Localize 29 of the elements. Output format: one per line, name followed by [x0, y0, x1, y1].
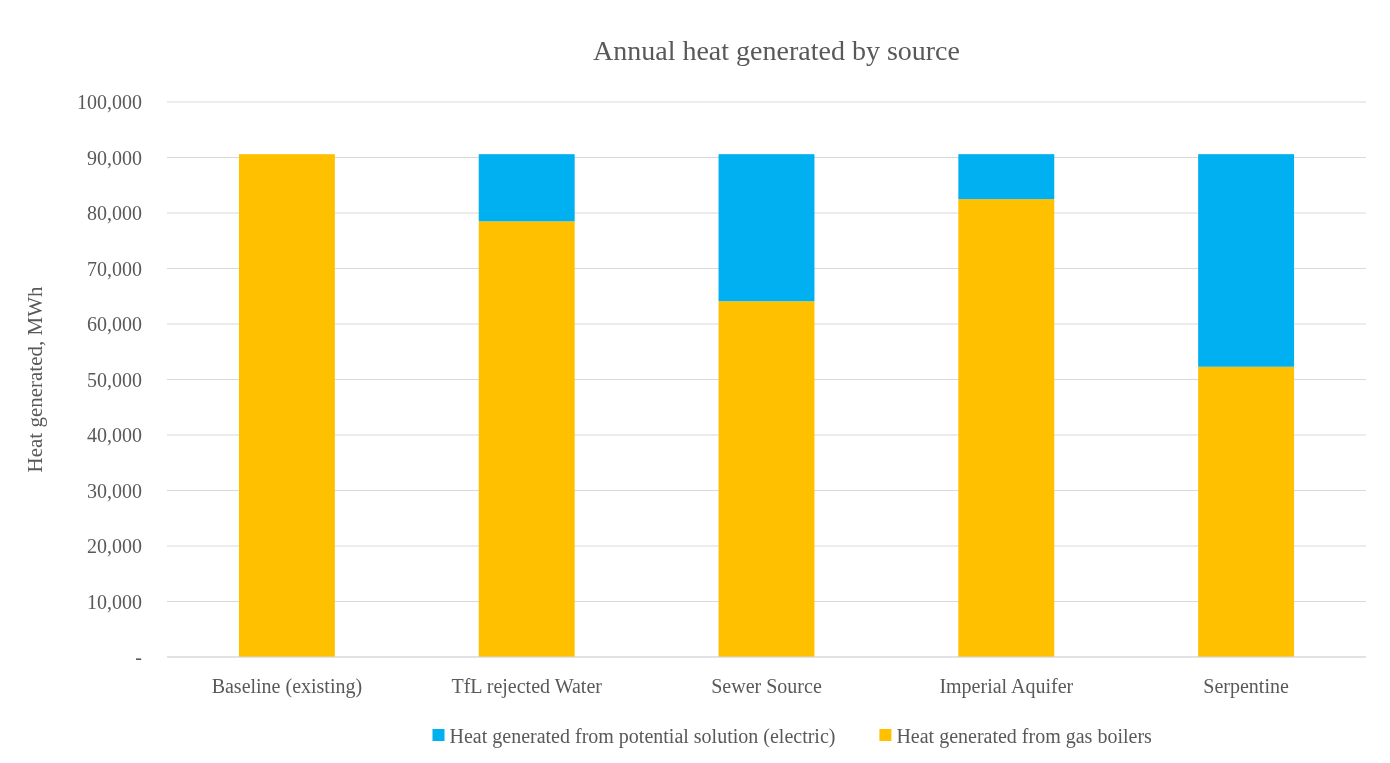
x-tick-label: Baseline (existing) [211, 675, 363, 698]
y-tick-label: 40,000 [87, 424, 142, 446]
y-axis-title: Heat generated, MWh [23, 286, 47, 473]
legend-label: Heat generated from potential solution (electric) [449, 725, 836, 748]
y-tick-label: 10,000 [87, 590, 142, 613]
y-tick-label: 60,000 [87, 313, 142, 335]
bar [958, 199, 1055, 657]
bar [478, 221, 575, 657]
bar [478, 154, 575, 222]
x-tick-label: Sewer Source [711, 675, 822, 697]
y-tick-label: 80,000 [87, 202, 142, 224]
bar [1198, 154, 1295, 367]
bar [1198, 366, 1295, 657]
x-tick-label: TfL rejected Water [451, 675, 603, 698]
bar [718, 154, 815, 302]
bar [958, 154, 1055, 200]
bar [718, 301, 815, 657]
legend-label: Heat generated from gas boilers [896, 725, 1153, 748]
y-tick-label: 70,000 [87, 257, 142, 280]
y-tick-label: - [135, 646, 142, 668]
x-tick-label: Serpentine [1203, 675, 1289, 698]
y-tick-label: 90,000 [87, 146, 142, 169]
x-tick-label: Imperial Aquifer [939, 675, 1074, 698]
y-tick-label: 30,000 [87, 479, 142, 502]
chart-title: Annual heat generated by source [593, 35, 960, 66]
y-tick-label: 100,000 [77, 91, 142, 113]
y-tick-label: 20,000 [87, 535, 142, 557]
y-tick-label: 50,000 [87, 368, 142, 391]
bar [238, 154, 335, 657]
